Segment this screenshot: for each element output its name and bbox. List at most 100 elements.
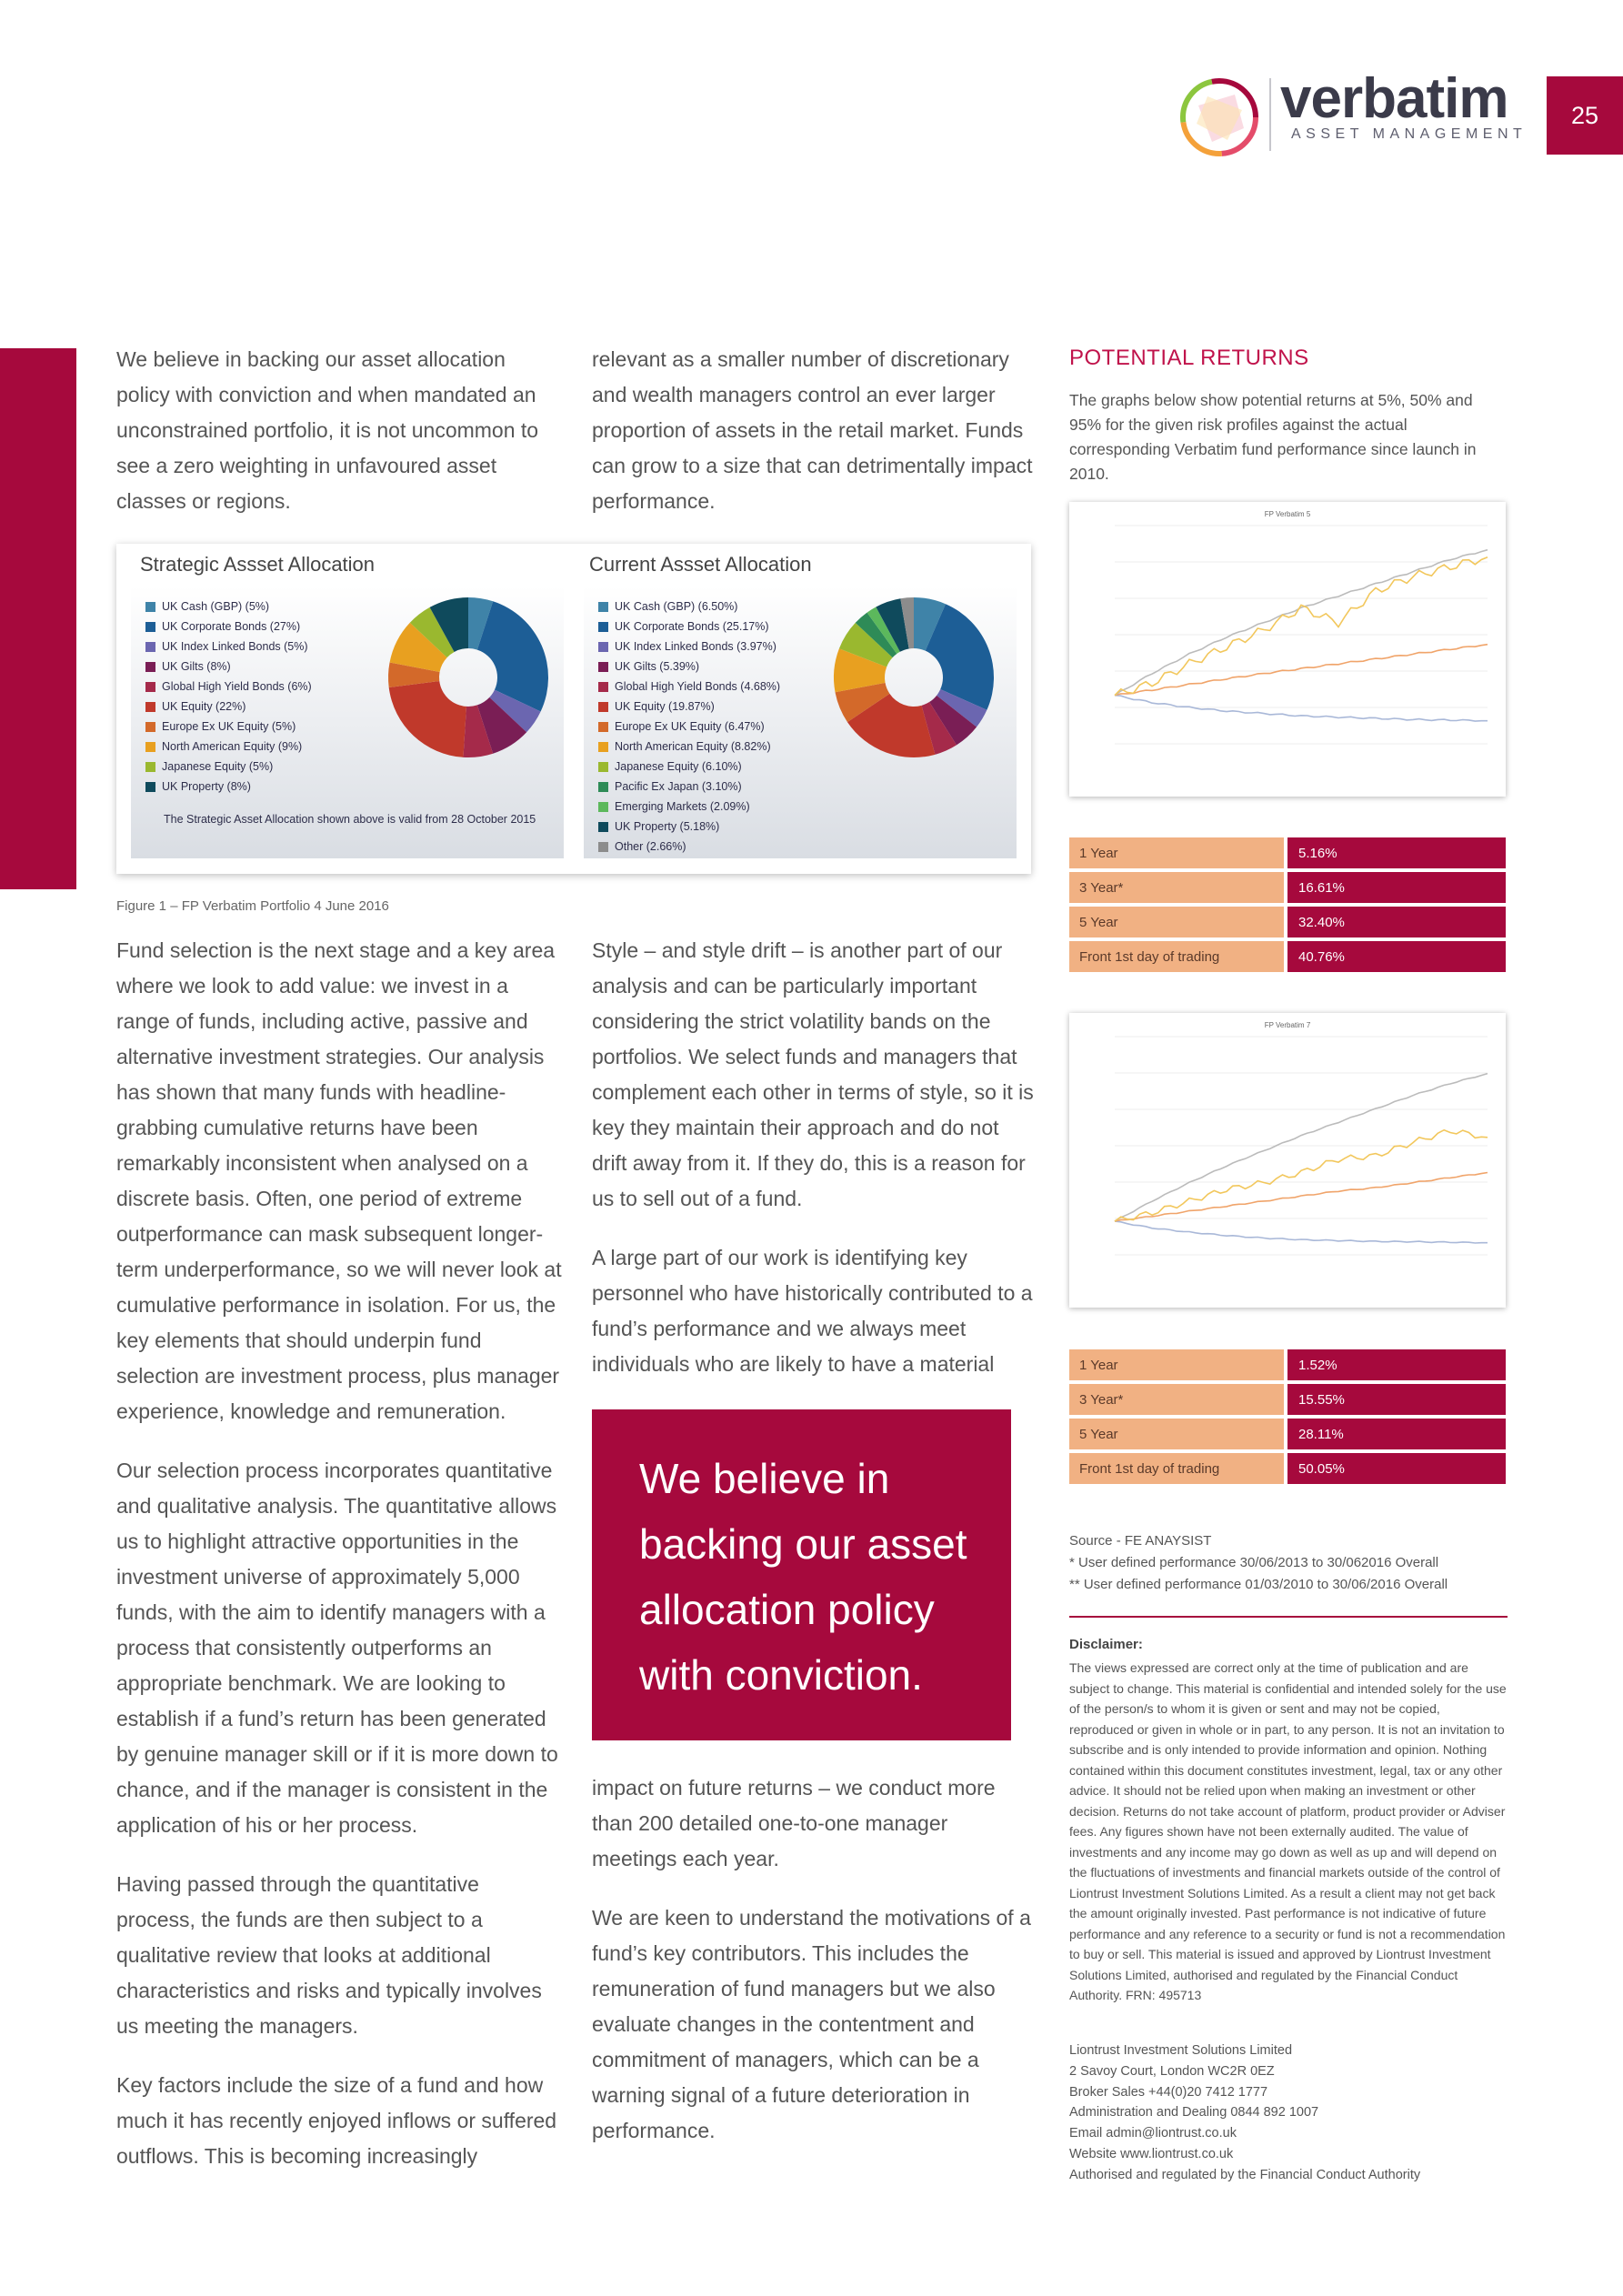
returns-period: 5 Year	[1069, 1419, 1284, 1449]
legend-label: Europe Ex UK Equity (5%)	[162, 720, 296, 733]
returns-period: 3 Year*	[1069, 1384, 1284, 1415]
col2-body-bottom: impact on future returns – we conduct mo…	[592, 1770, 1037, 2172]
legend-item: UK Index Linked Bonds (5%)	[145, 637, 312, 657]
returns-period: 1 Year	[1069, 837, 1284, 868]
returns-row: 3 Year* 16.61%	[1069, 872, 1506, 903]
page-number: 25	[1547, 76, 1623, 155]
returns-value: 28.11%	[1287, 1419, 1506, 1449]
legend-swatch	[145, 721, 155, 732]
section-title: POTENTIAL RETURNS	[1069, 346, 1309, 370]
legend-item: Emerging Markets (2.09%)	[598, 797, 780, 817]
legend-swatch	[145, 701, 155, 712]
current-legend: UK Cash (GBP) (6.50%) UK Corporate Bonds …	[598, 597, 780, 857]
donut-slice	[929, 695, 977, 746]
series-line	[1114, 1072, 1488, 1222]
series-line	[1114, 643, 1488, 697]
legend-label: Emerging Markets (2.09%)	[615, 800, 750, 813]
line-chart: FP Verbatim 7	[1114, 1021, 1488, 1256]
returns-row: 5 Year 32.40%	[1069, 907, 1506, 937]
col2-body-top: Style – and style drift – is another par…	[592, 933, 1037, 1406]
strategic-legend: UK Cash (GBP) (5%) UK Corporate Bonds (27…	[145, 597, 312, 797]
returns-row: Front 1st day of trading 50.05%	[1069, 1453, 1506, 1484]
contact-line: Broker Sales +44(0)20 7412 1777	[1069, 2084, 1268, 2100]
returns-value: 40.76%	[1287, 941, 1506, 972]
returns-table-1: 1 Year 5.16% 3 Year* 16.61% 5 Year 32.40% Fron…	[1069, 837, 1506, 976]
returns-row: 3 Year* 15.55%	[1069, 1384, 1506, 1415]
legend-swatch	[145, 601, 155, 612]
pull-quote: We believe in backing our asset allocati…	[592, 1409, 1011, 1740]
legend-swatch	[145, 761, 155, 772]
source-line: Source - FE ANAYSIST	[1069, 1533, 1212, 1549]
returns-period: 5 Year	[1069, 907, 1284, 937]
verbatim-logo-mark-icon	[1180, 78, 1258, 156]
legend-label: North American Equity (8.82%)	[615, 740, 771, 753]
donut-slice	[409, 607, 455, 658]
legend-item: UK Cash (GBP) (5%)	[145, 597, 312, 617]
legend-swatch	[598, 781, 608, 792]
returns-row: 1 Year 5.16%	[1069, 837, 1506, 868]
legend-item: UK Equity (22%)	[145, 697, 312, 717]
legend-label: UK Equity (22%)	[162, 700, 246, 713]
current-donut-chart	[834, 597, 994, 757]
legend-label: Japanese Equity (6.10%)	[615, 760, 742, 773]
returns-row: Front 1st day of trading 40.76%	[1069, 941, 1506, 972]
legend-label: UK Index Linked Bonds (5%)	[162, 640, 308, 653]
contact-line: 2 Savoy Court, London WC2R 0EZ	[1069, 2063, 1275, 2079]
legend-label: UK Corporate Bonds (25.17%)	[615, 620, 769, 633]
legend-swatch	[598, 821, 608, 832]
legend-label: Global High Yield Bonds (4.68%)	[615, 680, 781, 693]
returns-value: 50.05%	[1287, 1453, 1506, 1484]
paragraph: Key factors include the size of a fund a…	[116, 2073, 557, 2168]
legend-item: UK Corporate Bonds (27%)	[145, 617, 312, 637]
returns-value: 5.16%	[1287, 837, 1506, 868]
pull-quote-text: We believe in backing our asset allocati…	[639, 1455, 967, 1699]
legend-item: North American Equity (9%)	[145, 737, 312, 757]
returns-value: 32.40%	[1287, 907, 1506, 937]
legend-label: UK Cash (GBP) (6.50%)	[615, 600, 738, 613]
donut-slice	[468, 597, 494, 650]
legend-label: UK Cash (GBP) (5%)	[162, 600, 270, 613]
donut-slice	[900, 597, 914, 649]
donut-slice	[937, 689, 987, 727]
returns-period: Front 1st day of trading	[1069, 941, 1284, 972]
disclaimer-text: The views expressed are correct only at …	[1069, 1660, 1507, 2002]
donut-slice	[429, 597, 468, 652]
returns-period: 3 Year*	[1069, 872, 1284, 903]
legend-swatch	[598, 601, 608, 612]
legend-label: UK Index Linked Bonds (3.97%)	[615, 640, 776, 653]
donut-slice	[388, 662, 440, 688]
legend-item: Global High Yield Bonds (6%)	[145, 677, 312, 697]
chart-verbatim-5: FP Verbatim 5	[1069, 502, 1506, 797]
col1-intro: We believe in backing our asset allocati…	[116, 342, 562, 543]
col2-intro: relevant as a smaller number of discreti…	[592, 342, 1037, 543]
legend-swatch	[598, 801, 608, 812]
legend-swatch	[598, 701, 608, 712]
current-panel: UK Cash (GBP) (6.50%) UK Corporate Bonds …	[584, 586, 1017, 858]
donut-slice	[921, 702, 957, 755]
logo-divider	[1269, 78, 1271, 151]
contact-block: Liontrust Investment Solutions Limited 2 …	[1069, 2040, 1508, 2186]
legend-swatch	[598, 661, 608, 672]
legend-item: Europe Ex UK Equity (5%)	[145, 717, 312, 737]
paragraph: impact on future returns – we conduct mo…	[592, 1776, 996, 1870]
legend-item: Global High Yield Bonds (4.68%)	[598, 677, 780, 697]
series-line	[1114, 1220, 1488, 1244]
paragraph: A large part of our work is identifying …	[592, 1246, 1033, 1376]
returns-period: 1 Year	[1069, 1349, 1284, 1380]
returns-value: 16.61%	[1287, 872, 1506, 903]
legend-label: UK Gilts (8%)	[162, 660, 231, 673]
legend-label: Europe Ex UK Equity (6.47%)	[615, 720, 765, 733]
strategic-title: Strategic Assset Allocation	[140, 553, 376, 576]
returns-row: 1 Year 1.52%	[1069, 1349, 1506, 1380]
legend-label: Global High Yield Bonds (6%)	[162, 680, 312, 693]
legend-item: Japanese Equity (6.10%)	[598, 757, 780, 777]
legend-label: Japanese Equity (5%)	[162, 760, 274, 773]
legend-swatch	[145, 681, 155, 692]
legend-swatch	[598, 681, 608, 692]
returns-value: 1.52%	[1287, 1349, 1506, 1380]
legend-swatch	[598, 641, 608, 652]
paragraph: relevant as a smaller number of discreti…	[592, 347, 1033, 513]
footnote: * User defined performance 30/06/2013 to…	[1069, 1555, 1439, 1570]
series-line	[1114, 548, 1488, 697]
legend-item: UK Corporate Bonds (25.17%)	[598, 617, 780, 637]
